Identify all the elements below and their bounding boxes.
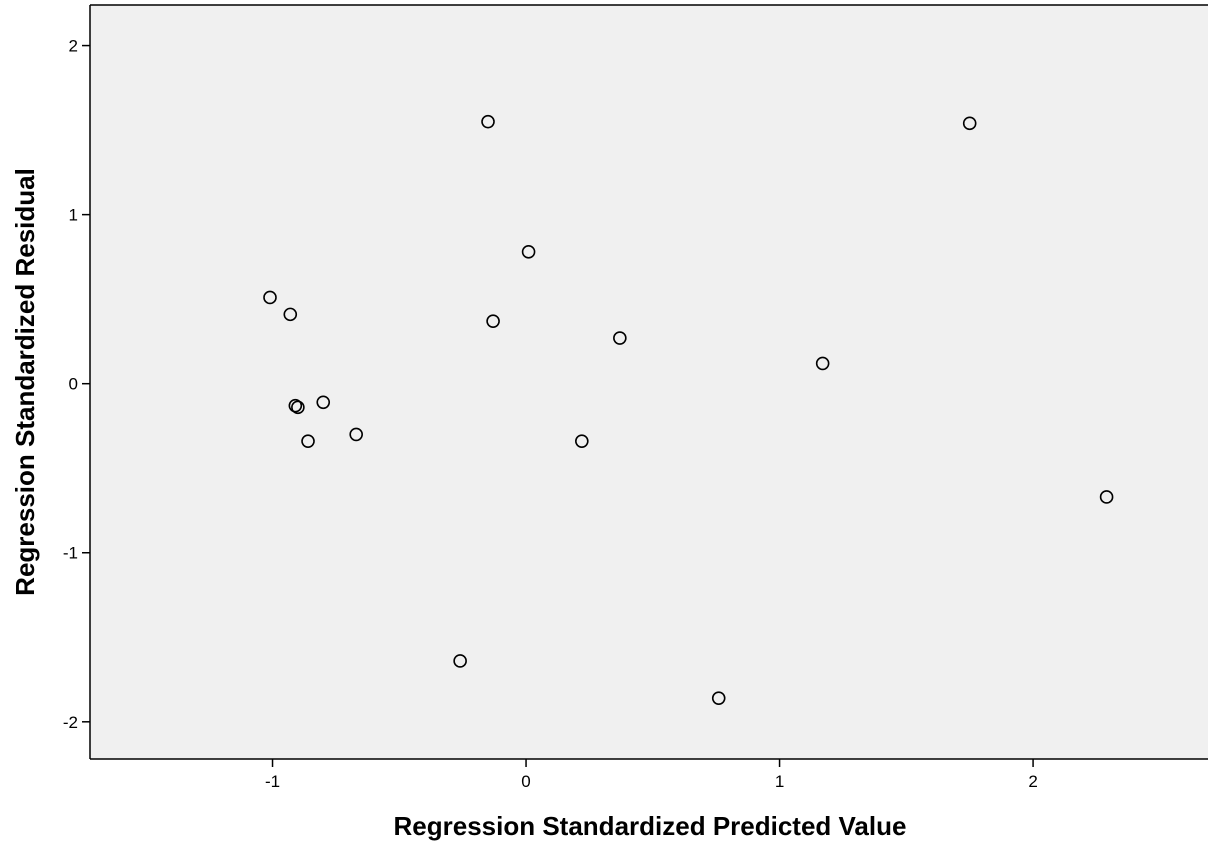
x-tick-label: 1 — [775, 772, 784, 791]
x-tick-label: -1 — [265, 772, 280, 791]
x-axis-title: Regression Standardized Predicted Value — [394, 811, 907, 841]
y-tick-label: -2 — [63, 713, 78, 732]
point — [301, 434, 315, 448]
point — [815, 356, 830, 371]
point — [453, 654, 467, 668]
plot-area — [90, 5, 1208, 759]
point — [291, 400, 305, 415]
point — [283, 307, 298, 322]
y-tick-label: 1 — [69, 206, 78, 225]
point — [316, 395, 331, 410]
point — [613, 331, 627, 345]
point — [349, 427, 363, 442]
point — [481, 114, 495, 129]
y-tick-label: -1 — [63, 544, 78, 563]
point — [263, 290, 277, 305]
point — [962, 116, 977, 131]
point — [486, 314, 500, 328]
x-tick-label: 2 — [1028, 772, 1037, 791]
point — [711, 691, 726, 705]
y-tick-label: 2 — [69, 37, 78, 56]
y-tick-label: 0 — [69, 375, 78, 394]
point — [288, 398, 303, 413]
point — [575, 434, 589, 448]
x-tick-label: 0 — [521, 772, 530, 791]
y-axis-title: Regression Standardized Residual — [10, 168, 40, 596]
point — [521, 245, 536, 259]
point — [1099, 490, 1114, 504]
